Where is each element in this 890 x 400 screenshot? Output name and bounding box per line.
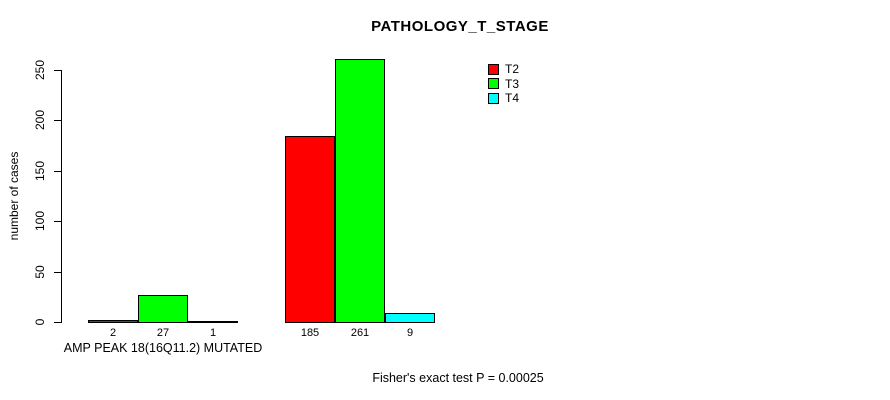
y-tick-label: 150 (33, 160, 47, 182)
bar-value-label: 2 (109, 327, 117, 339)
y-axis-line (61, 70, 62, 323)
bar-t2-group2 (285, 136, 335, 323)
x-axis-group-label: AMP PEAK 18(16Q11.2) MUTATED (63, 341, 263, 355)
legend: T2 T3 T4 (488, 62, 519, 106)
bar-t4-group2 (385, 313, 435, 323)
y-tick-label: 100 (33, 210, 47, 232)
bar-value-label: 9 (406, 327, 414, 339)
y-axis-title: number of cases (7, 151, 21, 241)
bar-t2-group1 (88, 320, 138, 323)
bar-value-label: 27 (156, 327, 170, 339)
legend-swatch-t4 (488, 92, 499, 104)
legend-label: T3 (505, 76, 520, 91)
bar-value-label: 185 (300, 327, 320, 339)
y-tick-label: 50 (33, 265, 47, 279)
y-tick-label: 0 (33, 318, 47, 326)
bar-t3-group2 (335, 59, 385, 323)
legend-row-t3: T3 (488, 77, 519, 92)
y-tick-label: 200 (33, 109, 47, 131)
y-tick-mark (54, 70, 61, 71)
y-tick-mark (54, 120, 61, 121)
legend-swatch-t3 (488, 78, 499, 90)
legend-swatch-t2 (488, 63, 499, 75)
bar-value-label: 261 (350, 327, 370, 339)
fisher-test-annotation: Fisher's exact test P = 0.00025 (372, 371, 544, 385)
legend-row-t2: T2 (488, 62, 519, 77)
y-tick-mark (54, 171, 61, 172)
y-tick-mark (54, 322, 61, 323)
y-tick-mark (54, 272, 61, 273)
legend-label: T2 (505, 62, 520, 77)
y-tick-mark (54, 221, 61, 222)
bar-t4-group1 (188, 321, 238, 323)
bar-t3-group1 (138, 295, 188, 323)
y-tick-label: 250 (33, 59, 47, 81)
legend-row-t4: T4 (488, 91, 519, 106)
bar-value-label: 1 (209, 327, 217, 339)
legend-label: T4 (505, 91, 520, 106)
chart-title: PATHOLOGY_T_STAGE (371, 18, 549, 35)
